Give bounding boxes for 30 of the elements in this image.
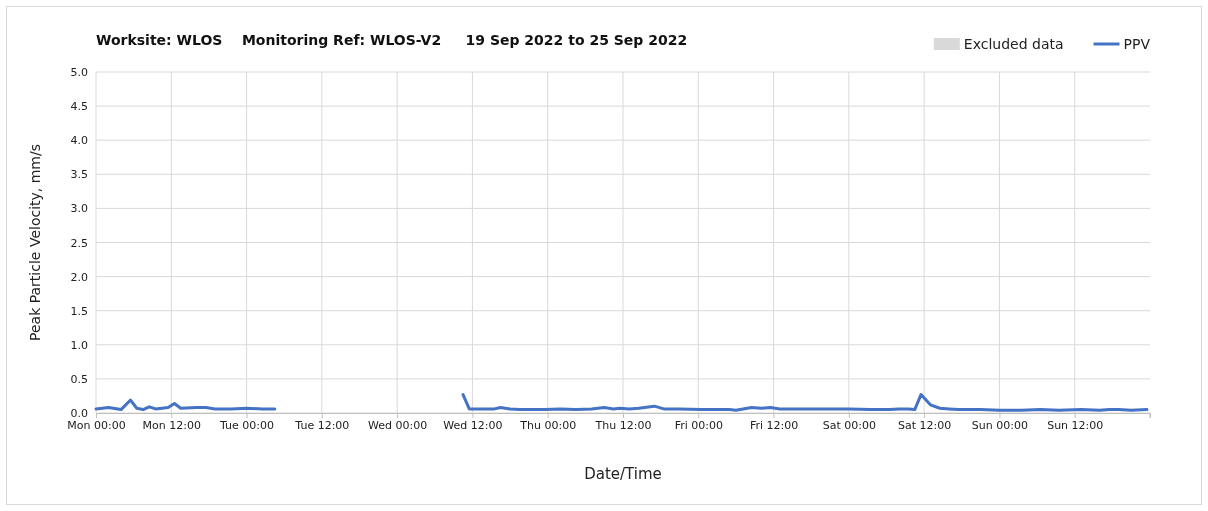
y-tick-label: 1.0	[70, 338, 88, 352]
x-tick-label: Sat 12:00	[898, 418, 952, 432]
y-tick-label: 4.5	[70, 100, 88, 114]
x-axis-title: Date/Time	[584, 465, 662, 483]
x-tick-label: Thu 12:00	[594, 418, 652, 432]
x-tick-label: Fri 00:00	[674, 418, 723, 432]
y-tick-label: 2.0	[70, 270, 88, 284]
y-tick-label: 2.5	[70, 236, 88, 250]
y-tick-label: 4.0	[70, 134, 88, 148]
x-tick-label: Sat 00:00	[822, 418, 876, 432]
y-tick-label: 0.0	[70, 407, 88, 421]
x-tick-label: Tue 00:00	[219, 418, 275, 432]
x-tick-label: Sun 12:00	[1047, 418, 1104, 432]
legend-label: Excluded data	[963, 36, 1064, 52]
x-tick-label: Tue 12:00	[294, 418, 350, 432]
x-tick-label: Mon 00:00	[67, 418, 126, 432]
x-tick-label: Sun 00:00	[971, 418, 1028, 432]
x-tick-label: Fri 12:00	[749, 418, 799, 432]
x-tick-label: Wed 12:00	[443, 418, 503, 432]
y-axis-title: Peak Particle Velocity, mm/s	[27, 144, 43, 341]
x-tick-label: Mon 12:00	[142, 418, 201, 432]
x-tick-label: Wed 00:00	[368, 418, 428, 432]
y-tick-label: 0.5	[70, 372, 88, 386]
chart-title: Worksite: WLOS Monitoring Ref: WLOS-V2 19 Sep 2022 to 25 Sep 2022	[96, 32, 688, 48]
legend-label: PPV	[1123, 36, 1151, 52]
y-tick-label: 3.0	[70, 202, 88, 216]
y-tick-label: 5.0	[70, 66, 88, 80]
y-tick-label: 1.5	[70, 304, 88, 318]
x-tick-label: Thu 00:00	[519, 418, 577, 432]
y-tick-label: 3.5	[70, 168, 88, 182]
